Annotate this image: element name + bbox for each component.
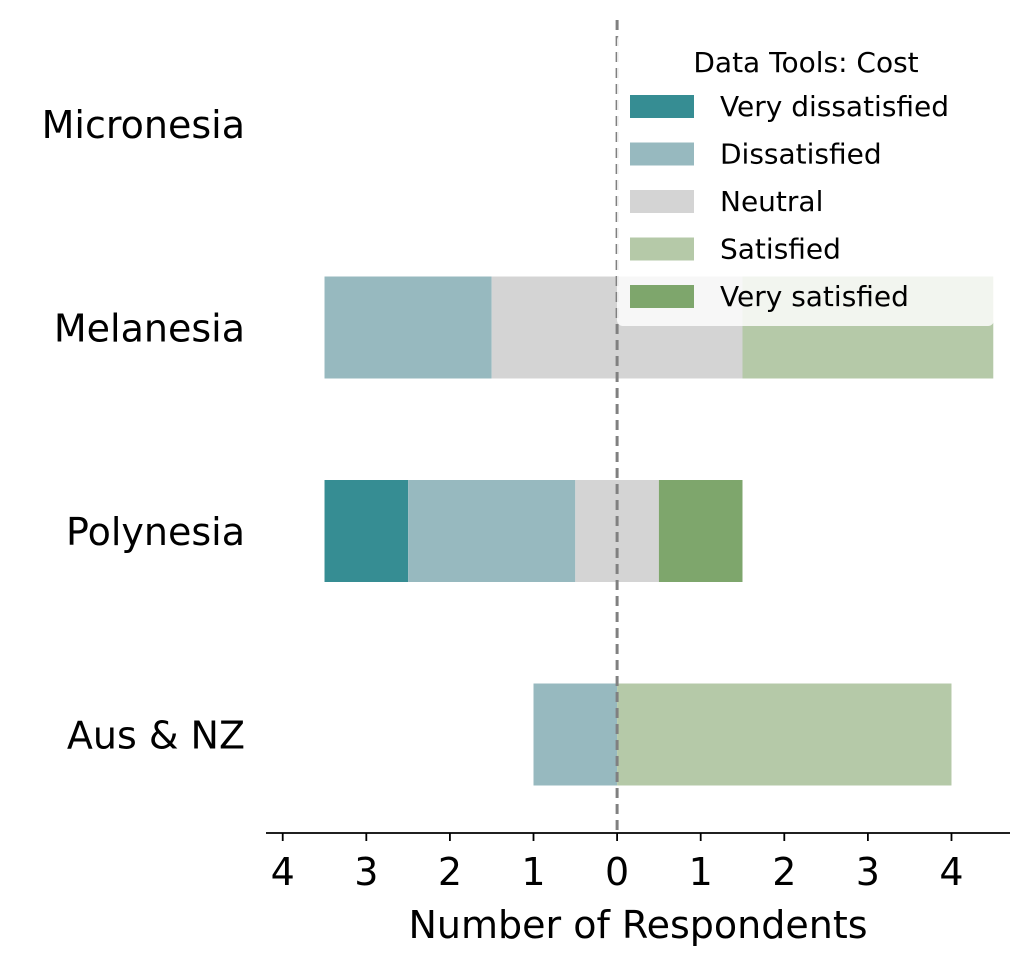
bar-polynesia-very-satisfied: [658, 480, 743, 582]
category-label: Micronesia: [42, 103, 245, 147]
x-tick-label: 2: [438, 850, 462, 894]
category-labels: Micronesia Melanesia Polynesia Aus & NZ: [42, 103, 245, 758]
x-tick-label: 3: [856, 850, 880, 894]
category-label: Aus & NZ: [67, 714, 245, 758]
legend-items: Very dissatisfied Dissatisfied Neutral Sati…: [630, 90, 949, 313]
bar-aus-nz-satisfied: [617, 683, 952, 786]
legend-swatch: [630, 237, 694, 261]
legend-label: Neutral: [720, 185, 823, 218]
legend-box: [617, 34, 994, 326]
legend-label: Very satisfied: [720, 280, 909, 313]
x-ticks: 4 3 2 1 0 1 2 3 4: [271, 833, 964, 894]
legend-label: Satisfied: [720, 233, 841, 266]
bar-melanesia-dissatisfied: [324, 276, 492, 379]
x-tick-label: 1: [689, 850, 713, 894]
x-tick-label: 4: [939, 850, 963, 894]
category-label: Melanesia: [54, 307, 245, 351]
x-tick-label: 4: [271, 850, 295, 894]
x-axis-title: Number of Respondents: [408, 903, 867, 947]
legend-swatch: [630, 285, 694, 308]
bar-polynesia-dissatisfied: [408, 480, 576, 582]
x-tick-label: 3: [354, 850, 378, 894]
x-tick-label: 1: [521, 850, 545, 894]
legend-label: Dissatisfied: [720, 138, 882, 171]
legend-swatch: [630, 95, 694, 118]
bar-aus-nz-dissatisfied: [533, 683, 618, 786]
legend-label: Very dissatisfied: [720, 90, 949, 123]
legend-swatch: [630, 142, 694, 166]
bars-layer: [324, 276, 994, 786]
x-tick-label: 0: [605, 850, 629, 894]
legend: Data Tools: Cost Very dissatisfied Dissat…: [617, 34, 994, 326]
legend-title: Data Tools: Cost: [693, 46, 918, 79]
x-tick-label: 2: [772, 850, 796, 894]
legend-swatch: [630, 190, 694, 213]
bar-polynesia-very-dissatisfied: [324, 480, 409, 582]
category-label: Polynesia: [66, 510, 245, 554]
